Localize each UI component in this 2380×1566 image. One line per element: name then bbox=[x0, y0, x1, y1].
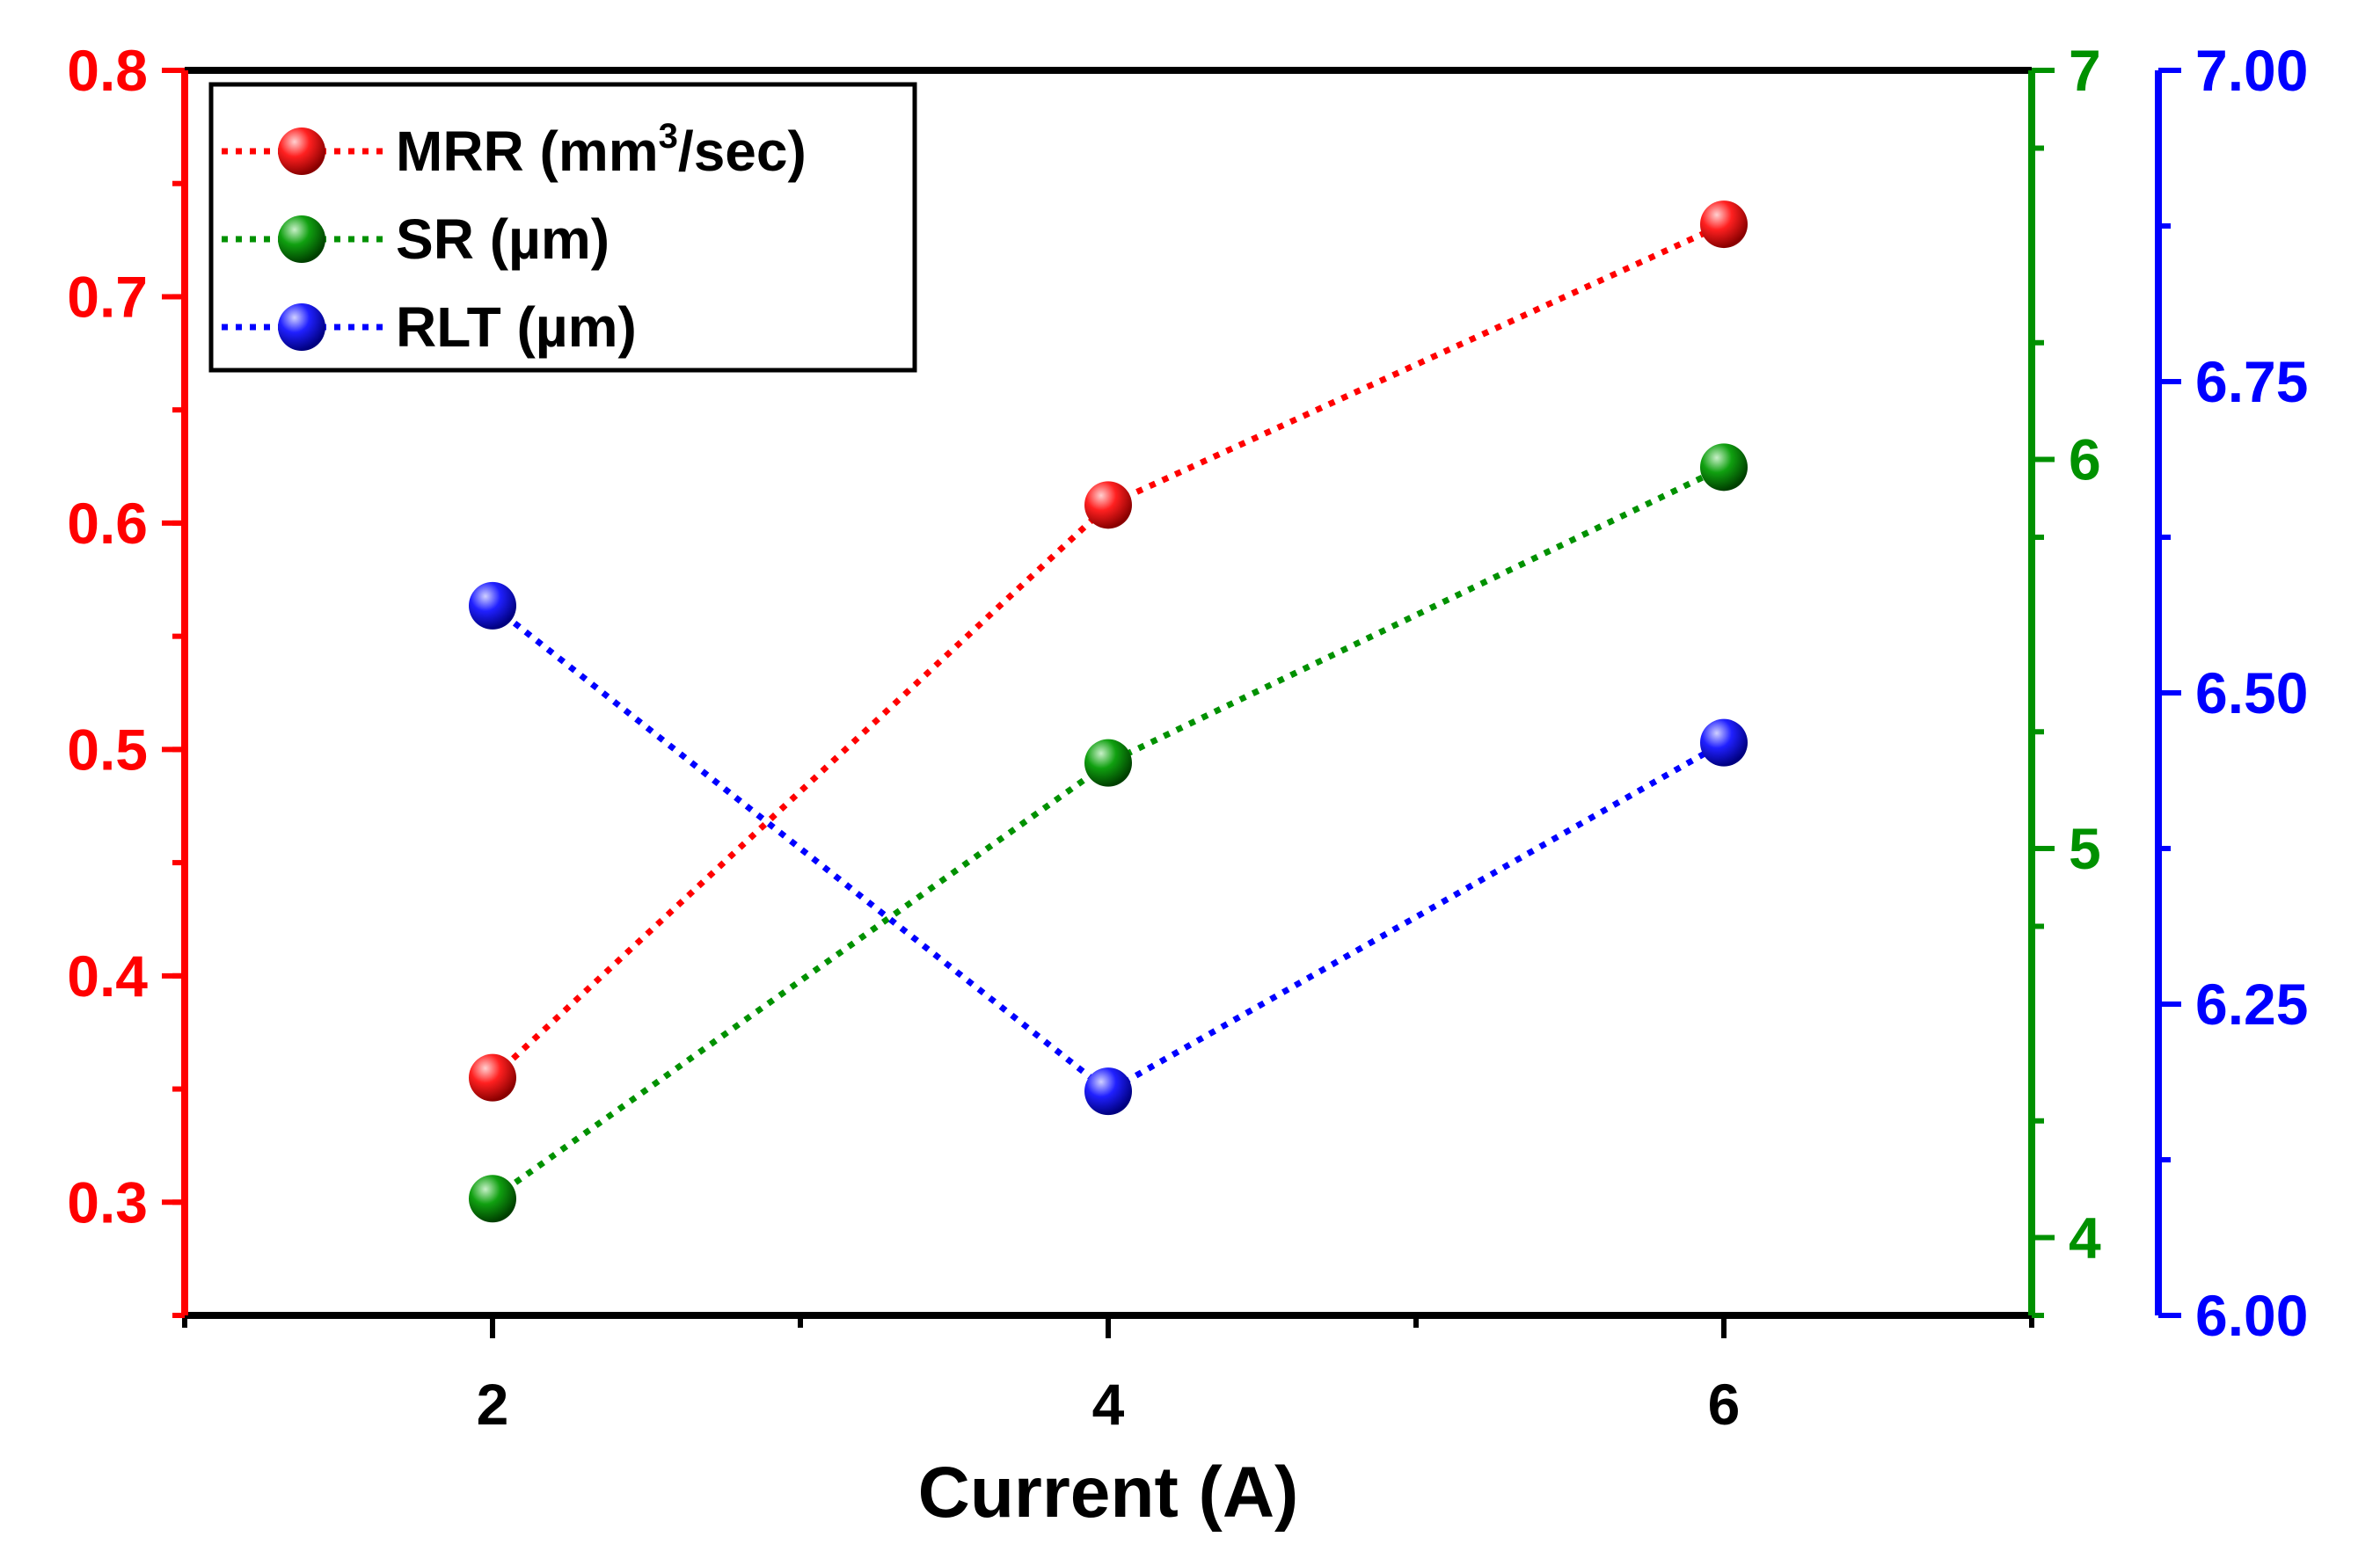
x-tick-label-4: 4 bbox=[1092, 1372, 1125, 1437]
data-point-mrr-2 bbox=[469, 1053, 516, 1102]
data-point-sr-4 bbox=[1084, 739, 1132, 787]
legend-label-mrr: MRR (mm3/sec) bbox=[396, 117, 807, 183]
right2-tick-label-6.25: 6.25 bbox=[2195, 972, 2308, 1037]
right1-tick-label-6: 6 bbox=[2069, 427, 2101, 492]
right2-tick-label-7.00: 7.00 bbox=[2195, 38, 2308, 103]
legend-marker-rlt bbox=[278, 303, 325, 351]
legend-marker-sr bbox=[278, 215, 325, 263]
left-tick-label-0.5: 0.5 bbox=[67, 717, 148, 782]
right2-tick-label-6.50: 6.50 bbox=[2195, 660, 2308, 725]
legend: MRR (mm3/sec) SR (µm) RLT (µm) bbox=[208, 82, 917, 373]
legend-label-sr: SR (µm) bbox=[396, 208, 610, 271]
right1-tick-label-7: 7 bbox=[2069, 38, 2101, 103]
x-axis-title: Current (A) bbox=[918, 1453, 1299, 1533]
axis-ticks: 2 4 6 0.3 0.4 0.5 0.6 0.7 0.8 4 5 6 7 6.00 6.25 6.50 6.7… bbox=[67, 38, 2308, 1437]
left-tick-label-0.6: 0.6 bbox=[67, 491, 148, 556]
legend-label-rlt: RLT (µm) bbox=[396, 295, 637, 359]
left-tick-label-0.8: 0.8 bbox=[67, 38, 148, 103]
legend-box bbox=[208, 82, 917, 373]
left-tick-label-0.4: 0.4 bbox=[67, 943, 148, 1009]
left-tick-label-0.7: 0.7 bbox=[67, 264, 148, 329]
data-point-sr-2 bbox=[469, 1175, 516, 1223]
data-point-rlt-2 bbox=[469, 581, 516, 630]
left-tick-label-0.3: 0.3 bbox=[67, 1169, 148, 1235]
right1-tick-label-4: 4 bbox=[2069, 1205, 2101, 1271]
data-series bbox=[469, 200, 1748, 1223]
x-tick-label-6: 6 bbox=[1708, 1372, 1741, 1437]
series-line-rlt bbox=[490, 603, 1726, 1096]
right2-tick-label-6.75: 6.75 bbox=[2195, 349, 2308, 414]
data-point-mrr-4 bbox=[1084, 481, 1132, 529]
data-point-rlt-6 bbox=[1700, 718, 1748, 767]
data-point-rlt-4 bbox=[1084, 1067, 1132, 1116]
data-point-sr-6 bbox=[1700, 443, 1748, 492]
right1-tick-label-5: 5 bbox=[2069, 816, 2101, 881]
x-tick-label-2: 2 bbox=[477, 1372, 509, 1437]
right2-tick-label-6.00: 6.00 bbox=[2195, 1283, 2308, 1348]
data-point-mrr-6 bbox=[1700, 200, 1748, 249]
legend-marker-mrr bbox=[278, 127, 325, 175]
